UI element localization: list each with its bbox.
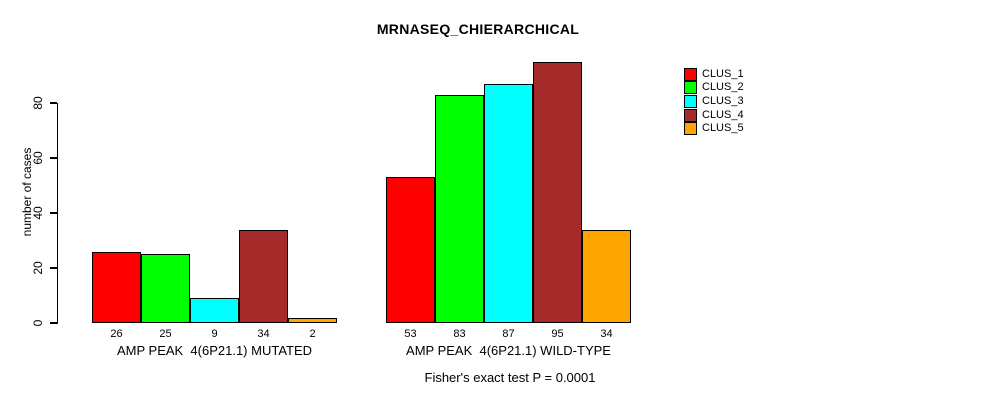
bar-value-label: 26 [110,328,123,340]
legend-label: CLUS_1 [702,67,744,80]
y-axis-tick-label: 20 [31,261,45,275]
bar-value-label: 83 [453,328,466,340]
y-axis-line [56,103,58,324]
x-axis-group-label: AMP PEAK 4(6P21.1) MUTATED [116,343,313,358]
legend-swatch-clus_3 [684,94,697,108]
y-axis-tick [49,157,57,159]
legend-item-clus_5: CLUS_5 [684,122,744,136]
bar-clus_4-group2 [533,61,582,323]
bar-clus_5-group2 [582,229,631,323]
legend-item-clus_3: CLUS_3 [684,94,744,108]
legend-item-clus_4: CLUS_4 [684,108,744,122]
bar-value-label: 95 [551,328,564,340]
bar-value-label: 2 [309,328,316,340]
fisher-test-footnote: Fisher's exact test P = 0.0001 [424,370,596,385]
legend-swatch-clus_1 [684,67,697,81]
legend-swatch-clus_2 [684,81,697,95]
legend-item-clus_1: CLUS_1 [684,67,744,81]
bar-clus_3-group2 [484,83,533,323]
bar-value-label: 9 [211,328,218,340]
legend-swatch-clus_5 [684,122,697,136]
chart-title: MRNASEQ_CHIERARCHICAL [376,21,580,37]
bar-clus_2-group1 [141,254,190,323]
legend-label: CLUS_3 [702,94,744,107]
bar-clus_2-group2 [435,94,484,323]
y-axis-tick-label: 60 [31,151,45,165]
bar-clus_1-group1 [92,251,141,323]
y-axis-tick-label: 80 [31,96,45,110]
y-axis-tick [49,267,57,269]
bar-value-label: 53 [404,328,417,340]
y-axis-tick [49,102,57,104]
bar-clus_3-group1 [190,298,239,323]
y-axis-tick [49,322,57,324]
bar-value-label: 34 [600,328,613,340]
x-axis-group-label: AMP PEAK 4(6P21.1) WILD-TYPE [406,343,611,358]
y-axis-tick-label: 40 [31,206,45,220]
bar-value-label: 25 [159,328,172,340]
bar-clus_4-group1 [239,229,288,323]
legend-label: CLUS_5 [702,122,744,135]
bar-value-label: 87 [502,328,515,340]
legend-swatch-clus_4 [684,108,697,122]
y-axis-tick-label: 0 [31,319,45,327]
y-axis-tick [49,212,57,214]
legend-label: CLUS_4 [702,108,744,121]
bar-value-label: 34 [257,328,270,340]
bar-clus_5-group1 [288,317,337,323]
bar-clus_1-group2 [386,177,435,323]
legend-label: CLUS_2 [702,81,744,94]
legend-item-clus_2: CLUS_2 [684,81,744,95]
